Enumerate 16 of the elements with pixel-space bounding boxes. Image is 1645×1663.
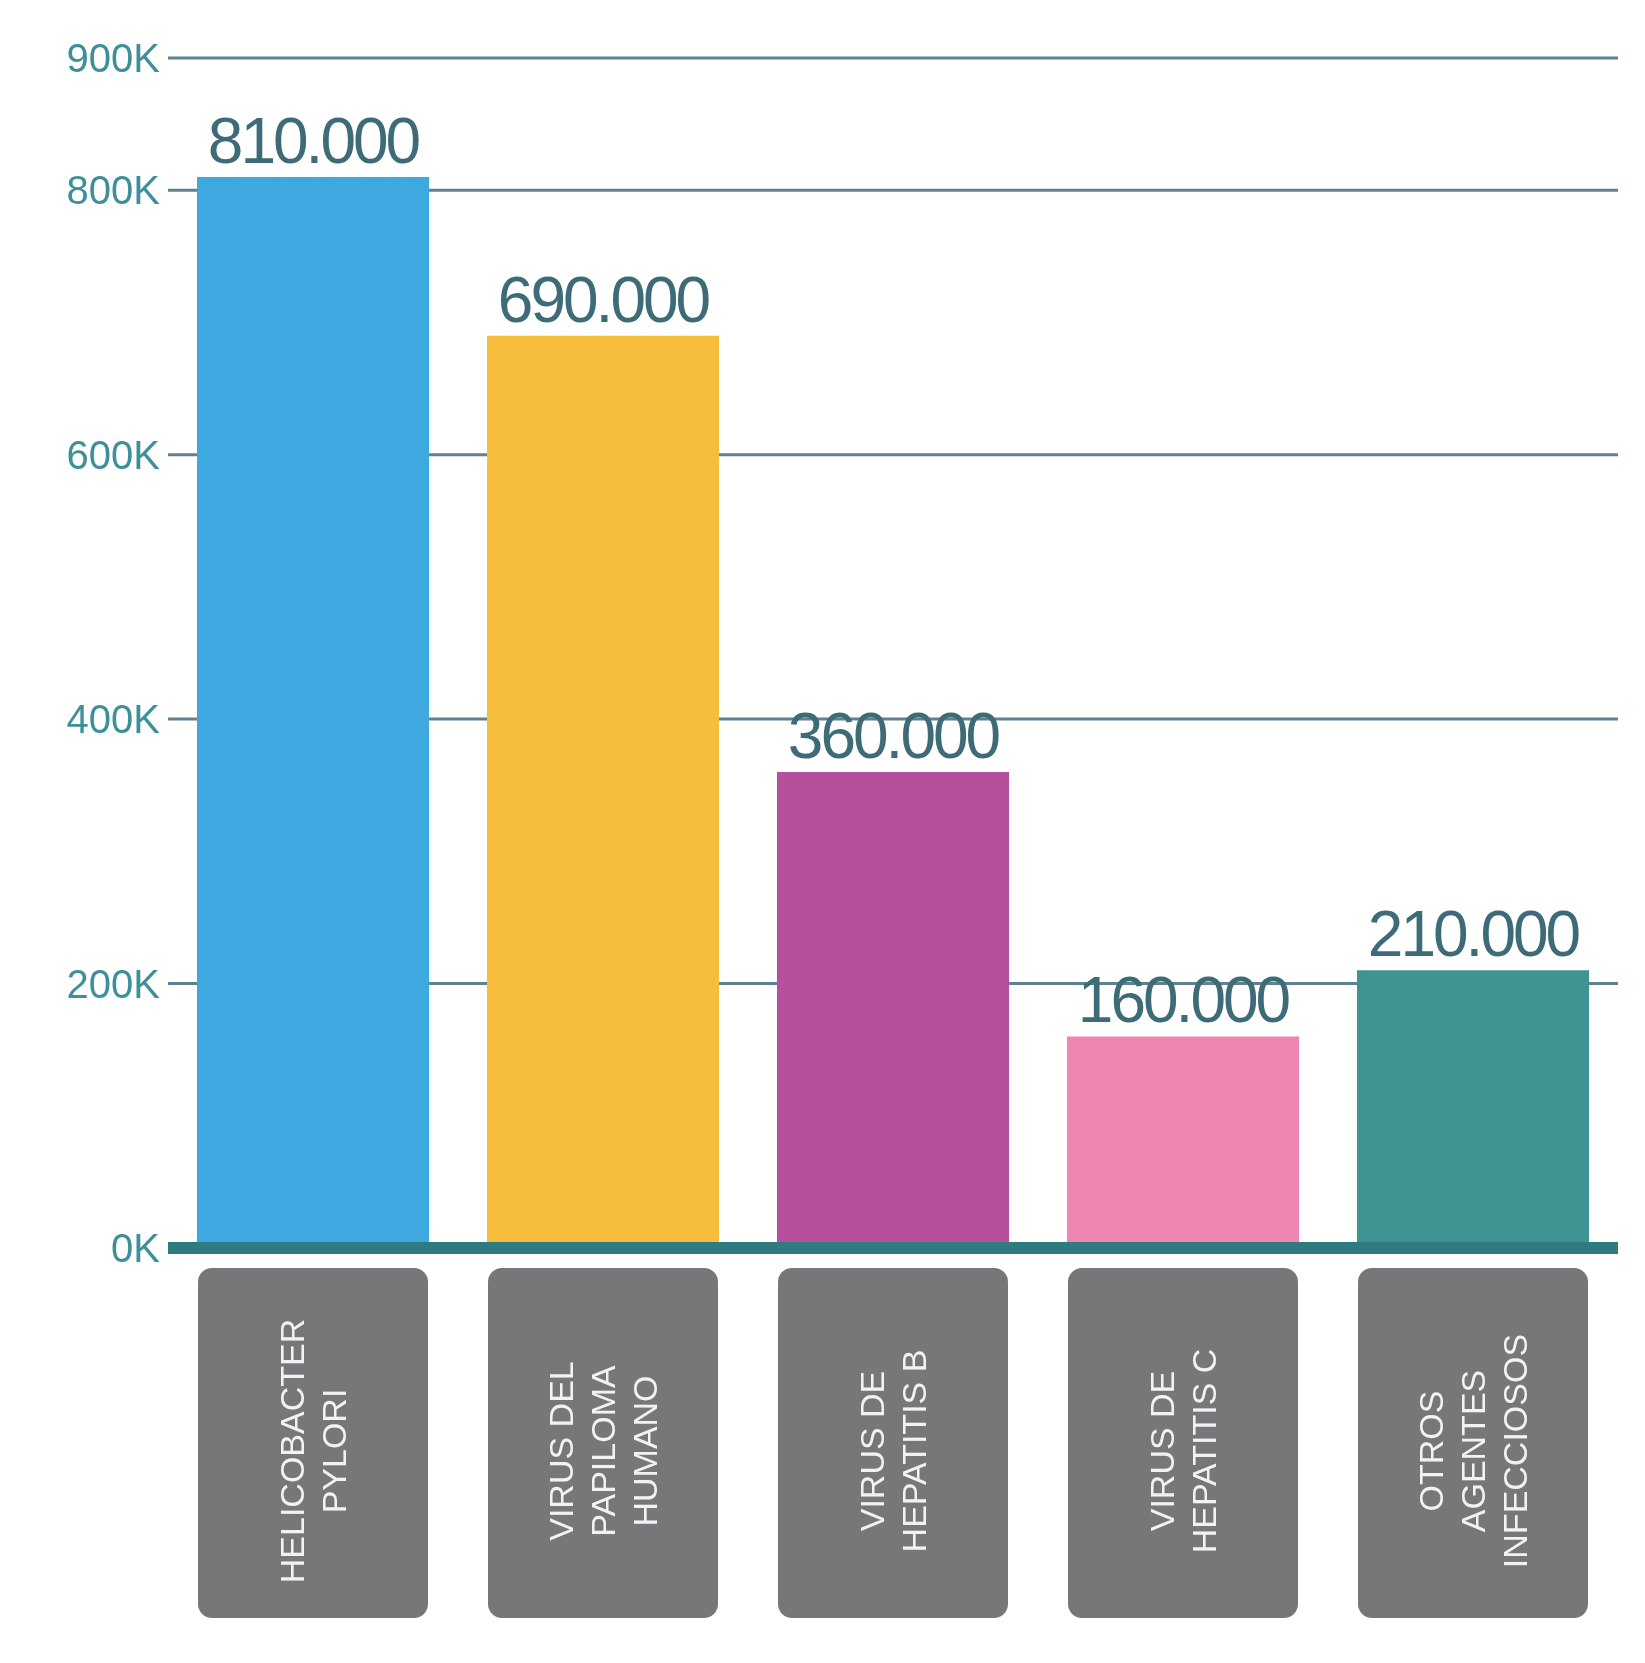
x-tick-label: HELICOBACTER PYLORI (273, 1318, 353, 1584)
data-label: 160.000 (1077, 964, 1290, 1037)
data-label: 810.000 (207, 105, 420, 177)
y-tick-label: 900K (66, 36, 161, 81)
y-tick-label: 0K (111, 1226, 161, 1271)
y-tick-label: 600K (66, 432, 161, 477)
x-tick-label: VIRUS DE HEPATITIS C (1143, 1348, 1223, 1554)
y-tick-label: 400K (66, 697, 161, 742)
y-tick-label: 200K (66, 961, 161, 1006)
data-label: 360.000 (787, 700, 1000, 772)
data-label: 210.000 (1367, 898, 1580, 971)
x-tick-label: OTROS AGENTES INFECCIOSOS (1412, 1333, 1534, 1569)
x-tick-label: VIRUS DEL PAPILOMA HUMANO (542, 1361, 664, 1541)
x-tick-label: VIRUS DE HEPATITIS B (853, 1349, 933, 1553)
y-tick-label: 800K (66, 168, 161, 213)
data-label: 690.000 (497, 263, 710, 336)
